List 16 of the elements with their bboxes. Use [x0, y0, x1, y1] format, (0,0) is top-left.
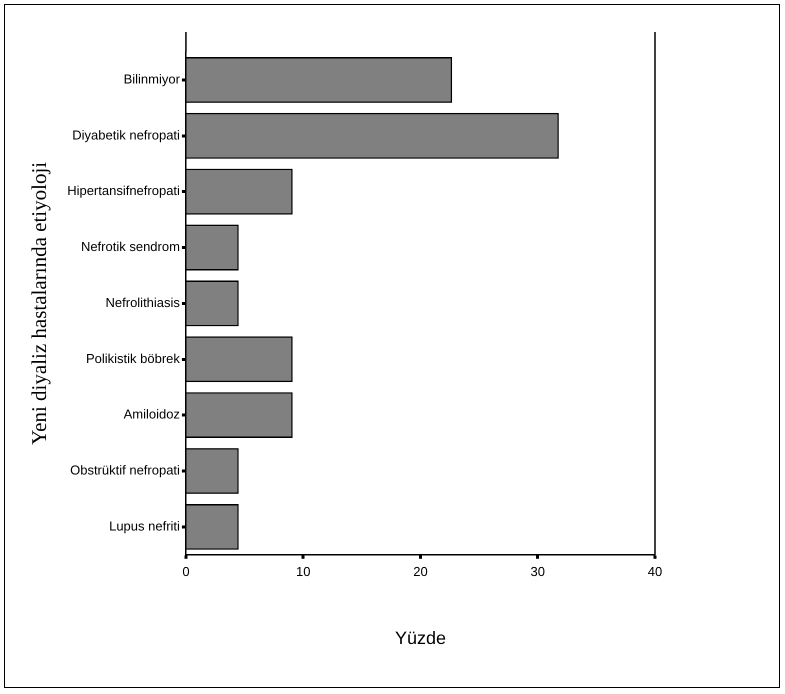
y-tick-label: Lupus nefriti: [109, 518, 180, 534]
y-tick-label: Hipertansifnefropati: [67, 183, 180, 198]
y-tick-label: Polikistik böbrek: [86, 350, 180, 366]
y-tick-label: Amiloidoz: [124, 406, 180, 422]
y-tick-label: Nefrotik sendrom: [80, 239, 180, 254]
x-axis-title: Yüzde: [394, 628, 446, 648]
y-tick-label: Diyabetik nefropati: [72, 127, 180, 142]
y-tick-label: Obstrüktif nefropati: [70, 462, 180, 478]
y-tick-label: Bilinmiyor: [124, 72, 181, 87]
x-tick-label: 30: [530, 564, 545, 580]
x-tick-label: 20: [413, 564, 428, 580]
x-tick-label: 0: [182, 564, 190, 580]
x-tick-label: 10: [296, 564, 310, 580]
y-axis-title: Yeni diyaliz hastalarında etiyoloji: [27, 162, 52, 445]
x-tick-label: 40: [648, 564, 662, 580]
y-tick-label: Nefrolithiasis: [106, 294, 180, 310]
